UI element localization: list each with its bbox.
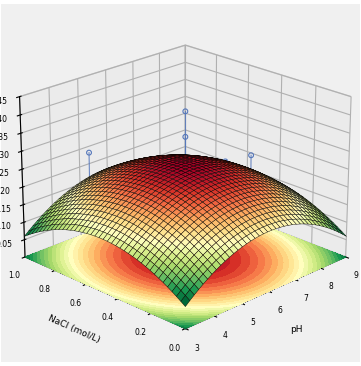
X-axis label: pH: pH: [291, 325, 303, 334]
Y-axis label: NaCl (mol/L): NaCl (mol/L): [47, 314, 101, 345]
